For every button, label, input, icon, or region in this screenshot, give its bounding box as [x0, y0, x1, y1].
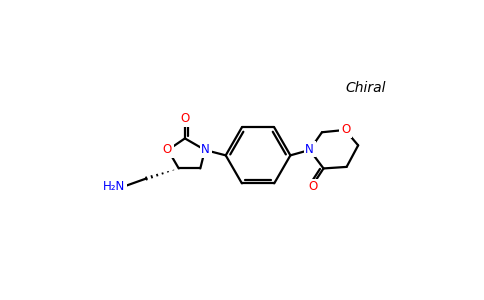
Text: O: O [180, 112, 190, 125]
Text: Chiral: Chiral [346, 81, 386, 95]
Text: O: O [341, 123, 350, 136]
Text: N: N [201, 143, 210, 157]
Text: H₂N: H₂N [103, 180, 125, 193]
Text: O: O [308, 180, 318, 194]
Text: N: N [305, 143, 314, 156]
Text: O: O [163, 143, 172, 157]
